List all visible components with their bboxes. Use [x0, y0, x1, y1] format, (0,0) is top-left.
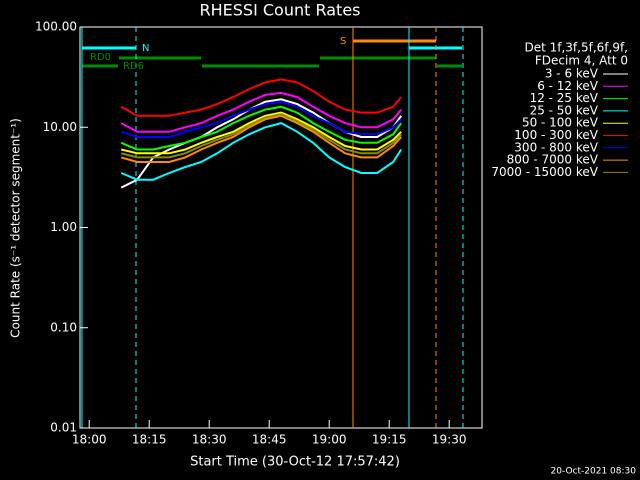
y-tick-label: 0.10 — [50, 320, 77, 334]
flag-label: S — [340, 36, 346, 47]
series-line — [120, 98, 403, 189]
legend-label: 100 - 300 keV — [514, 128, 598, 142]
legend-label: 12 - 25 keV — [530, 91, 599, 105]
x-tick-label: 18:30 — [192, 433, 227, 447]
y-tick-label: 10.00 — [43, 120, 77, 134]
x-tick-label: 19:30 — [432, 433, 467, 447]
legend-label: 6 - 12 keV — [537, 79, 599, 93]
x-tick-label: 18:45 — [252, 433, 287, 447]
legend-label: 50 - 100 keV — [522, 116, 599, 130]
y-tick-label: 100.00 — [35, 20, 77, 34]
x-axis-label: Start Time (30-Oct-12 17:57:42) — [190, 455, 400, 470]
series-line — [120, 105, 403, 151]
legend-label: 300 - 800 keV — [514, 140, 598, 154]
y-tick-label: 0.01 — [50, 421, 77, 435]
x-tick-label: 18:15 — [132, 433, 167, 447]
y-tick-label: 1.00 — [50, 220, 77, 234]
flag-label: RD6 — [123, 61, 144, 72]
chart-title: RHESSI Count Rates — [200, 1, 361, 20]
x-tick-label: 19:00 — [312, 433, 347, 447]
x-tick-label: 18:00 — [72, 433, 107, 447]
footer: 20-Oct-2021 08:30 — [551, 467, 637, 477]
flags — [82, 39, 462, 68]
series-line — [120, 78, 402, 117]
legend-label: 7000 - 15000 keV — [491, 165, 598, 179]
series-line — [120, 114, 402, 163]
legend-label: 3 - 6 keV — [545, 67, 599, 81]
series-line — [120, 100, 402, 138]
legend-header: FDecim 4, Att 0 — [535, 54, 628, 68]
series-line — [120, 122, 403, 181]
flag-label: N — [142, 43, 149, 54]
legend-header: Det 1f,3f,5f,6f,9f, — [524, 41, 628, 55]
legend-label: 25 - 50 keV — [530, 103, 599, 117]
series-line — [120, 111, 402, 155]
series-line — [120, 91, 402, 133]
series-line — [120, 113, 402, 159]
flag-verticals — [81, 27, 464, 428]
plot-frame — [79, 26, 483, 429]
y-axis-label: Count Rate (s⁻¹ detector segment⁻¹) — [9, 118, 23, 338]
x-tick-label: 19:15 — [372, 433, 407, 447]
legend-label: 800 - 7000 keV — [507, 153, 599, 167]
flag-label: RD0 — [90, 52, 111, 63]
